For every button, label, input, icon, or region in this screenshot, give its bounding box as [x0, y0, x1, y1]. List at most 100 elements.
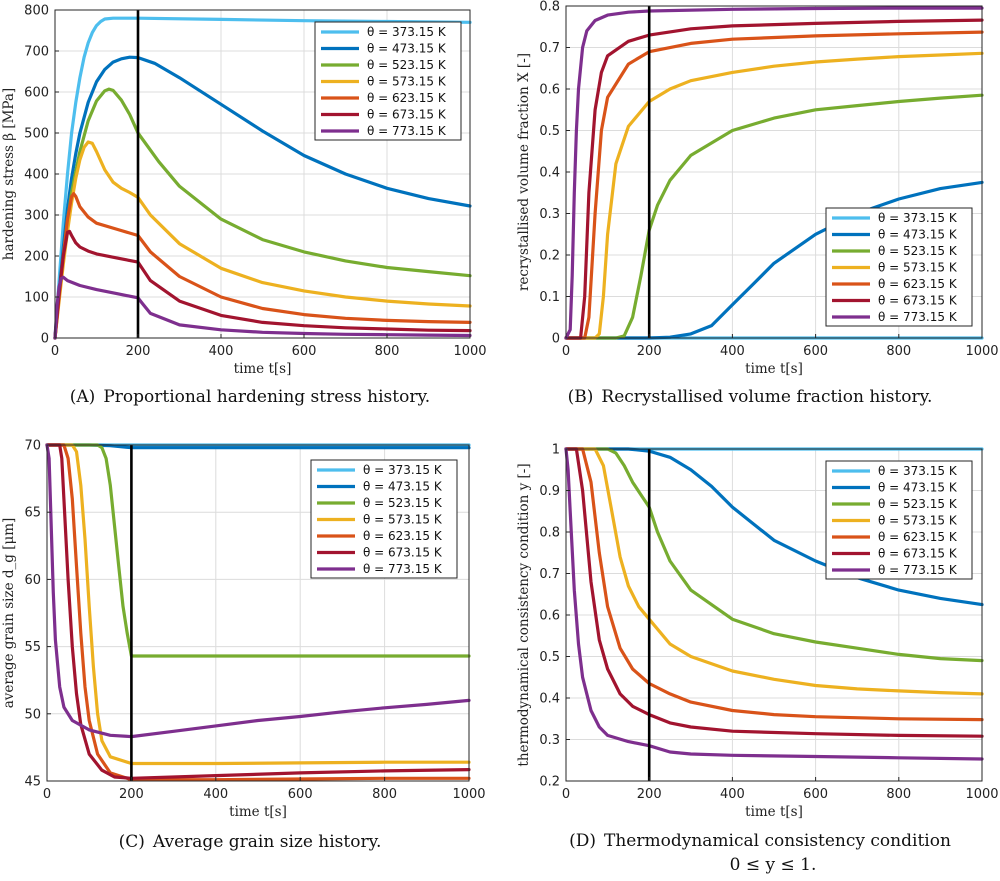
- x-tick-label: 1000: [452, 787, 485, 802]
- y-tick-label: 100: [24, 291, 49, 306]
- legend-entry-label: θ = 523.15 K: [367, 58, 447, 72]
- series-line: [564, 447, 984, 738]
- x-tick-label: 1000: [965, 787, 998, 802]
- panel-a: 0 200 400 600 800 1000 0 100 200 300 400 500 600 700 8…: [1, 4, 487, 408]
- legend-entry-label: θ = 473.15 K: [878, 481, 958, 495]
- y-tick-label: 0.4: [539, 692, 560, 707]
- legend-entry-label: θ = 623.15 K: [878, 530, 958, 544]
- x-tick-label: 400: [720, 344, 745, 359]
- caption-label: (D): [569, 831, 596, 851]
- series-line: [53, 192, 472, 340]
- x-axis-label: time t[s]: [745, 361, 803, 377]
- legend-entry-label: θ = 623.15 K: [878, 277, 958, 291]
- series-line: [53, 16, 472, 340]
- x-tick-label: 200: [119, 787, 144, 802]
- legend-entry-label: θ = 373.15 K: [878, 211, 958, 225]
- x-tick-label: 1000: [453, 344, 486, 359]
- x-tick-label: 0: [43, 787, 51, 802]
- legend-entry-label: θ = 573.15 K: [878, 514, 958, 528]
- series-line: [564, 6, 984, 340]
- caption-label: (C): [119, 832, 145, 852]
- x-axis-label: time t[s]: [229, 804, 287, 820]
- legend-entry-label: θ = 673.15 K: [363, 546, 443, 560]
- legend-entry-label: θ = 523.15 K: [878, 244, 958, 258]
- series-line: [564, 447, 984, 761]
- series-line: [564, 447, 984, 663]
- legend-entry-label: θ = 673.15 K: [878, 547, 958, 561]
- series-line: [564, 30, 984, 340]
- x-tick-label: 0: [562, 787, 570, 802]
- y-tick-label: 55: [24, 640, 41, 655]
- legend-entry-label: θ = 573.15 K: [367, 75, 447, 89]
- series-line: [564, 180, 984, 340]
- caption-text: Proportional hardening stress history.: [103, 387, 430, 407]
- series-line: [564, 93, 984, 340]
- series-line: [53, 55, 472, 340]
- y-tick-label: 70: [24, 439, 41, 454]
- y-tick-label: 600: [24, 86, 49, 101]
- x-tick-label: 800: [886, 787, 911, 802]
- legend-entry-label: θ = 373.15 K: [367, 25, 447, 39]
- y-tick-label: 200: [24, 250, 49, 265]
- panel-c: 0 200 400 600 800 1000 45 50 55 60 65 70 time t[s] av…: [1, 439, 486, 853]
- series-line: [53, 229, 472, 340]
- x-tick-label: 600: [803, 787, 828, 802]
- legend-entry-label: θ = 523.15 K: [363, 496, 443, 510]
- y-tick-label: 500: [24, 127, 49, 142]
- y-tick-label: 0.6: [539, 609, 560, 624]
- x-tick-label: 600: [292, 344, 317, 359]
- x-tick-label: 0: [562, 344, 570, 359]
- x-tick-label: 200: [126, 344, 151, 359]
- x-tick-label: 600: [288, 787, 313, 802]
- y-tick-label: 0.8: [539, 526, 560, 541]
- y-tick-label: 45: [24, 775, 41, 790]
- series-line: [564, 18, 984, 340]
- legend-entry-label: θ = 623.15 K: [367, 91, 447, 105]
- y-axis-label: hardening stress β [MPa]: [1, 88, 17, 260]
- y-tick-label: 0: [41, 332, 49, 347]
- caption-text: Average grain size history.: [152, 832, 381, 852]
- legend-entry-label: θ = 573.15 K: [363, 513, 443, 527]
- x-tick-label: 400: [209, 344, 234, 359]
- caption-text: Thermodynamical consistency condition: [604, 831, 951, 851]
- series-line: [45, 443, 471, 739]
- legend-entry-label: θ = 673.15 K: [878, 294, 958, 308]
- series-line: [53, 275, 472, 340]
- y-tick-label: 0.7: [539, 567, 560, 582]
- axes-frame: [46, 444, 470, 782]
- panel-b: 0 200 400 600 800 1000 0 0.1 0.2 0.3 0.4 0.5 0.6 0.7 0…: [516, 0, 999, 407]
- y-axis-label: thermodynamical consistency condition y …: [516, 463, 532, 766]
- y-tick-label: 0.1: [539, 290, 560, 305]
- series-line: [45, 443, 471, 780]
- series-line: [564, 447, 984, 607]
- legend-entry-label: θ = 473.15 K: [363, 480, 443, 494]
- y-tick-label: 0.4: [539, 166, 560, 181]
- caption-label: (A): [70, 387, 96, 407]
- y-tick-label: 0.8: [539, 0, 560, 15]
- legend-entry-label: θ = 373.15 K: [363, 463, 443, 477]
- y-tick-label: 0.6: [539, 83, 560, 98]
- x-tick-label: 1000: [965, 344, 998, 359]
- y-tick-label: 0.2: [539, 775, 560, 790]
- legend-entry-label: θ = 373.15 K: [878, 464, 958, 478]
- y-tick-label: 0.5: [539, 650, 560, 665]
- y-axis-label: average grain size d_g [μm]: [1, 518, 17, 709]
- y-tick-label: 300: [24, 209, 49, 224]
- y-tick-label: 60: [24, 573, 41, 588]
- legend-entry-label: θ = 623.15 K: [363, 529, 443, 543]
- x-tick-label: 800: [372, 787, 397, 802]
- x-tick-label: 200: [637, 344, 662, 359]
- legend-entry-label: θ = 573.15 K: [878, 261, 958, 275]
- legend-entry-label: θ = 673.15 K: [367, 108, 447, 122]
- legend-entry-label: θ = 773.15 K: [367, 124, 447, 138]
- x-tick-label: 800: [375, 344, 400, 359]
- legend-entry-label: θ = 773.15 K: [878, 310, 958, 324]
- y-tick-label: 0.3: [539, 733, 560, 748]
- y-tick-label: 0.5: [539, 124, 560, 139]
- y-tick-label: 0.2: [539, 249, 560, 264]
- y-tick-label: 0.3: [539, 207, 560, 222]
- series-line: [564, 51, 984, 340]
- caption-text-line2: 0 ≤ y ≤ 1.: [730, 855, 817, 875]
- y-tick-label: 1: [552, 443, 560, 458]
- x-tick-label: 0: [51, 344, 59, 359]
